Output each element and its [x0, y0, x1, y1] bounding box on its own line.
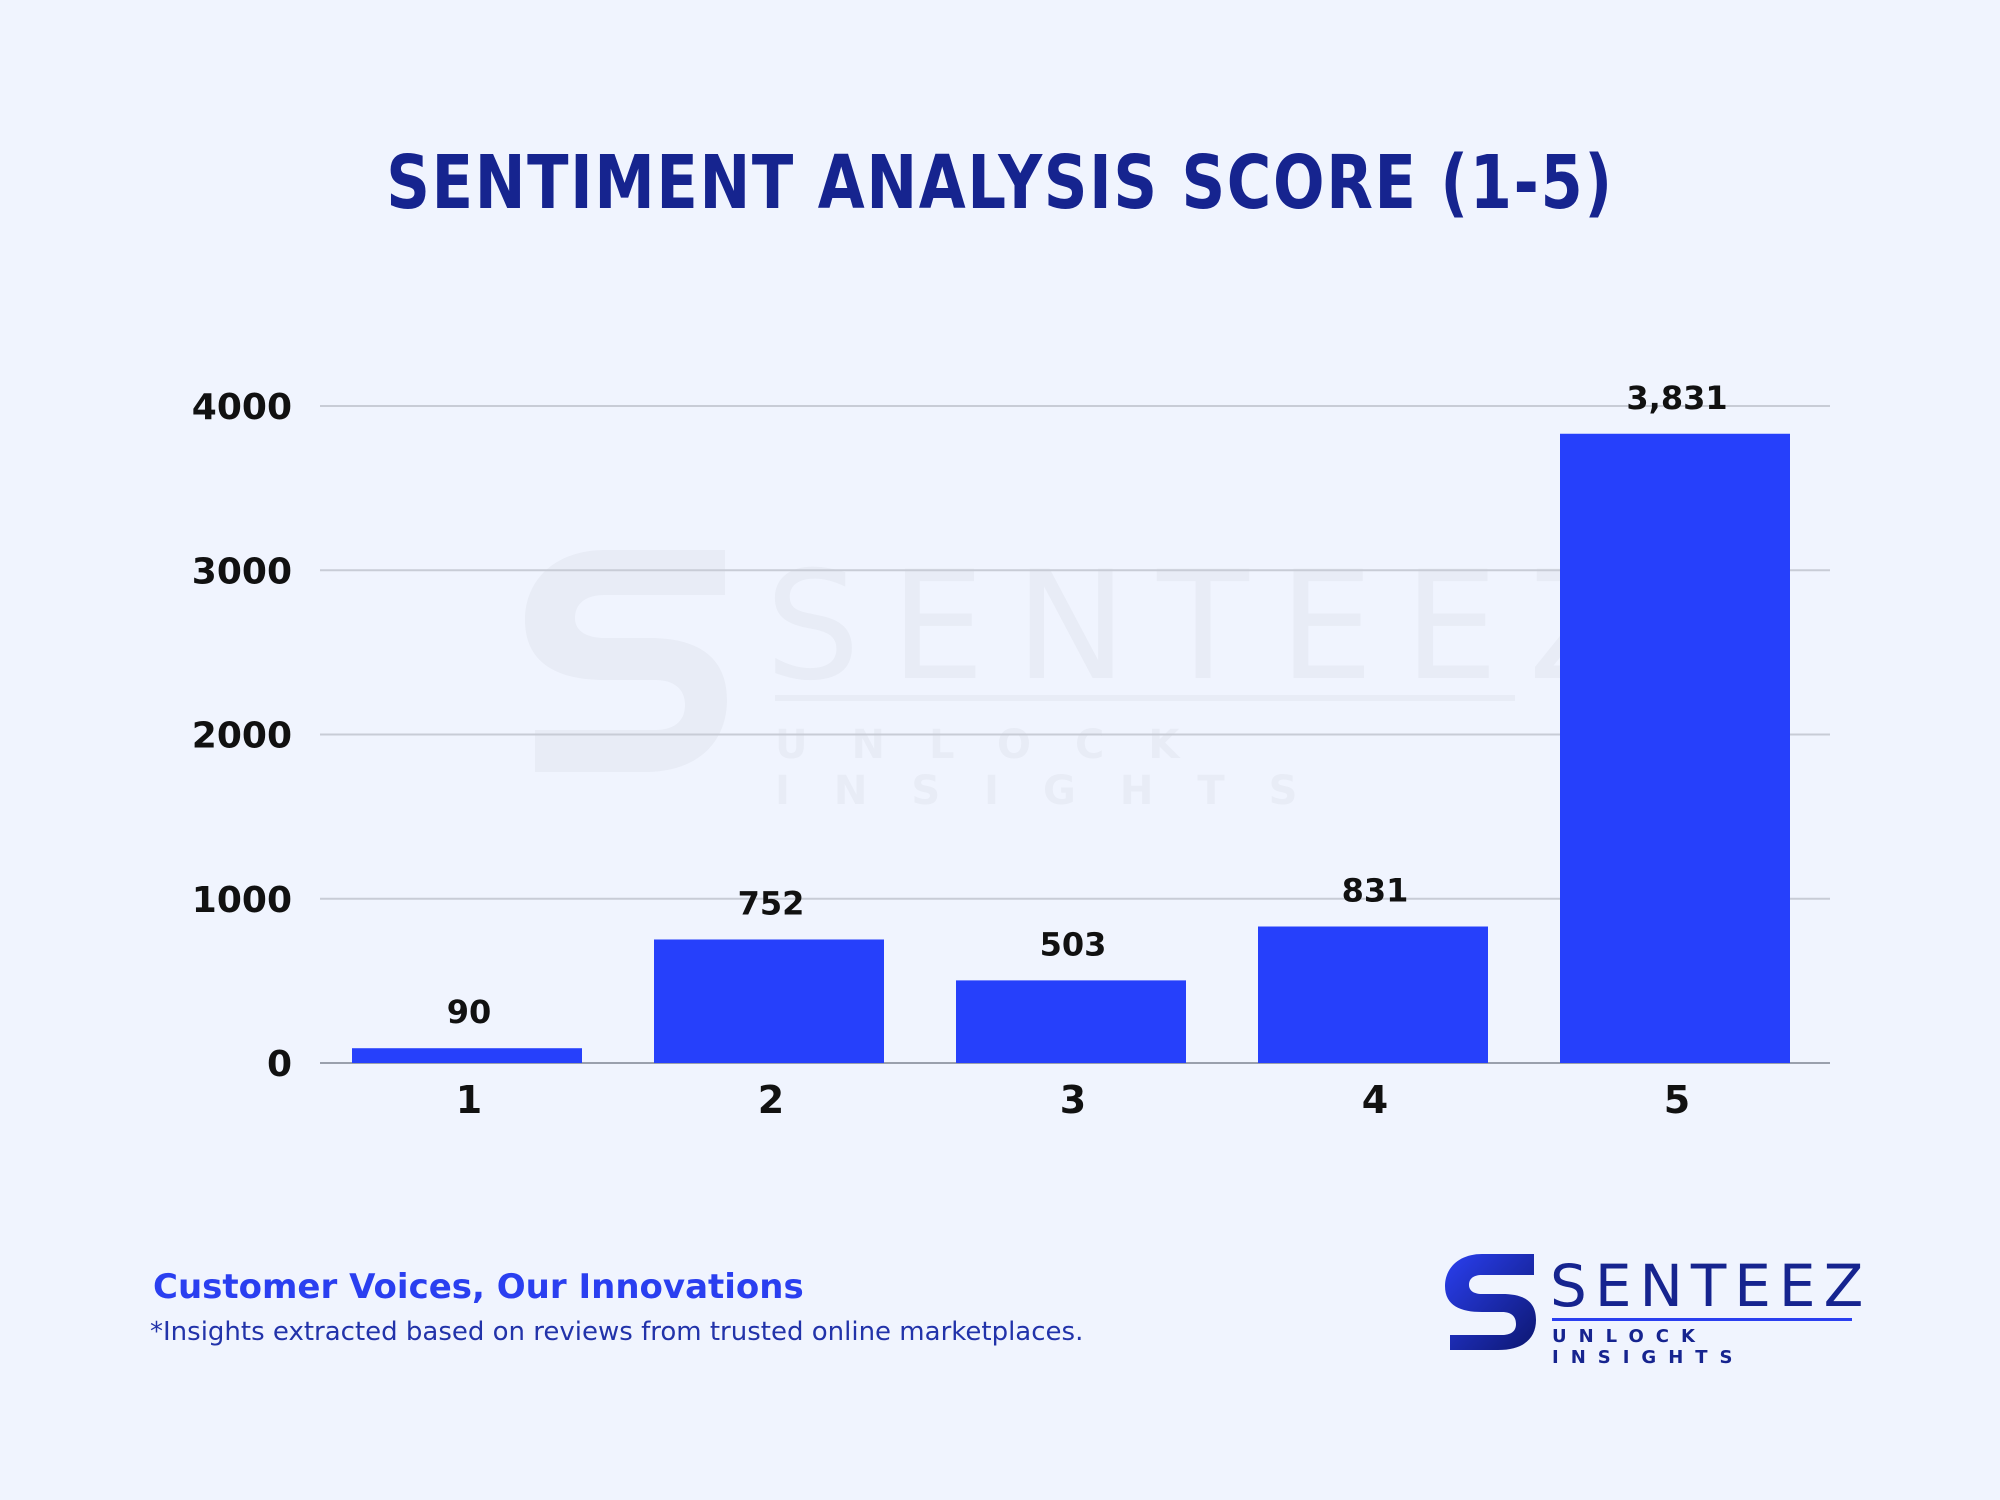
bar-value-labels: 90 752 503 831 3,831: [447, 379, 1728, 1031]
logo-s-icon: [1445, 1254, 1536, 1350]
bar-value-label: 90: [447, 993, 492, 1031]
x-tick-label: 2: [758, 1078, 784, 1122]
bar-2: [654, 939, 884, 1063]
y-tick-label: 1000: [192, 880, 292, 921]
watermark-tagline: UNLOCK INSIGHTS: [775, 722, 1342, 814]
footer-heading: Customer Voices, Our Innovations: [153, 1267, 804, 1307]
bar-value-label: 752: [738, 884, 805, 922]
y-tick-label: 2000: [192, 716, 292, 757]
bar-1: [352, 1048, 582, 1063]
watermark-rule: [775, 695, 1515, 701]
watermark-s-icon: [525, 550, 727, 772]
bar-value-label: 503: [1040, 925, 1107, 963]
bar-3: [956, 980, 1186, 1063]
logo-rule: [1552, 1318, 1852, 1321]
footer-note: *Insights extracted based on reviews fro…: [150, 1317, 1084, 1347]
x-tick-label: 1: [456, 1078, 482, 1122]
y-tick-label: 4000: [192, 387, 292, 428]
bar-value-label: 831: [1342, 872, 1409, 910]
x-tick-label: 4: [1362, 1078, 1388, 1122]
y-tick-label: 3000: [192, 551, 292, 592]
x-tick-label: 3: [1060, 1078, 1086, 1122]
logo-tagline: UNLOCK INSIGHTS: [1552, 1326, 1745, 1368]
x-tick-label: 5: [1664, 1078, 1690, 1122]
brand-logo: SENTEEZ UNLOCK INSIGHTS: [1442, 1252, 1863, 1368]
y-axis-ticks: 0 1000 2000 3000 4000: [192, 387, 292, 1085]
y-tick-label: 0: [267, 1044, 292, 1085]
bar-value-label: 3,831: [1626, 379, 1727, 417]
chart-title: SENTIMENT ANALYSIS SCORE (1-5): [386, 140, 1614, 226]
bar-5: [1560, 433, 1790, 1063]
watermark-logo: SENTEEZ UNLOCK INSIGHTS: [505, 540, 1631, 814]
x-axis-ticks: 1 2 3 4 5: [456, 1078, 1690, 1122]
bars: [352, 433, 1790, 1063]
logo-wordmark: SENTEEZ: [1550, 1252, 1872, 1320]
bar-4: [1258, 926, 1488, 1063]
watermark-wordmark: SENTEEZ: [765, 540, 1662, 714]
